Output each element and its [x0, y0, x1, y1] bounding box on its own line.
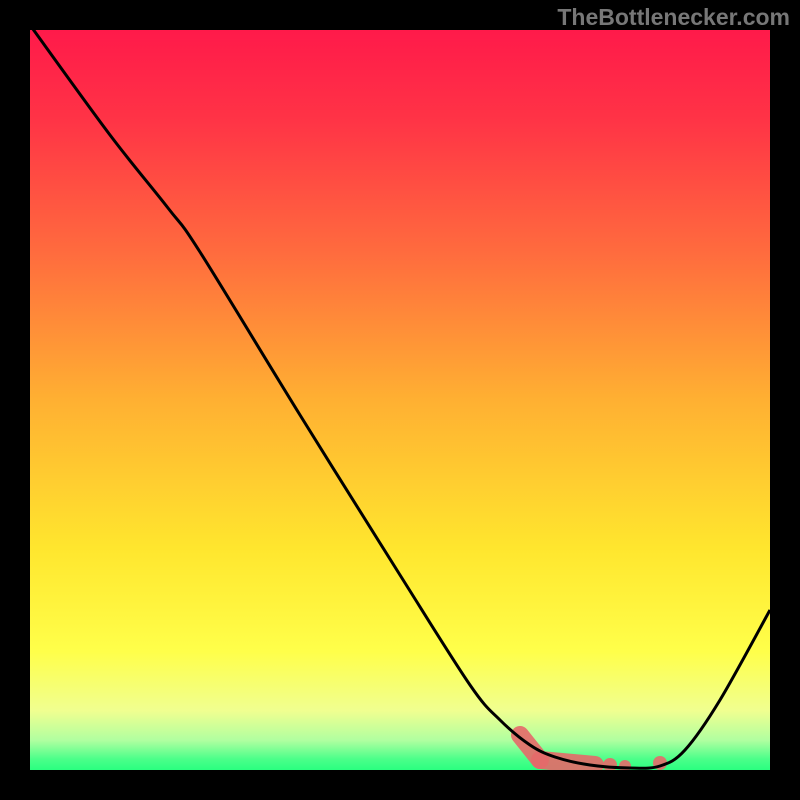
- border-left: [0, 0, 30, 800]
- marker-dot: [603, 758, 617, 772]
- border-bottom: [0, 770, 800, 800]
- plot-background: [30, 30, 770, 770]
- chart-svg: [0, 0, 800, 800]
- watermark: TheBottlenecker.com: [557, 4, 790, 31]
- border-right: [770, 0, 800, 800]
- chart-container: TheBottlenecker.com: [0, 0, 800, 800]
